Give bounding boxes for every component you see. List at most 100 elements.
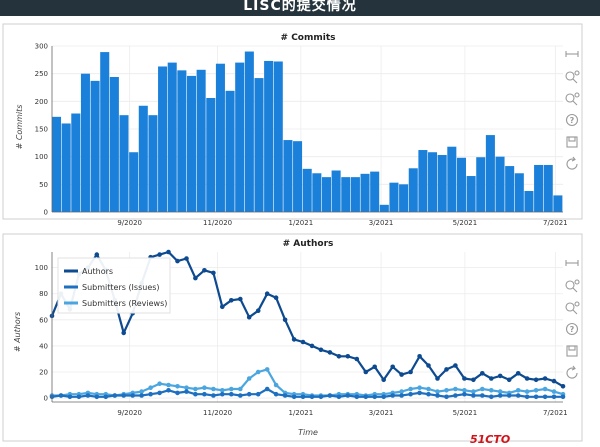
point-authors[interactable] [229, 298, 234, 303]
point-submitters-issues[interactable] [175, 390, 180, 396]
commit-bar[interactable] [225, 90, 235, 212]
commit-bar[interactable] [186, 75, 197, 212]
point-submitters-issues[interactable] [273, 391, 279, 397]
wheel-zoom-icon[interactable] [565, 70, 580, 84]
legend-label-reviews[interactable]: Submitters (Reviews) [82, 299, 167, 308]
pan-icon[interactable] [565, 260, 579, 266]
point-submitters-issues[interactable] [363, 394, 369, 400]
point-submitters-issues[interactable] [103, 394, 109, 400]
point-submitters-issues[interactable] [112, 393, 118, 398]
point-submitters-issues[interactable] [184, 389, 189, 394]
commit-bar[interactable] [312, 173, 322, 212]
commit-bar[interactable] [379, 204, 389, 212]
commit-bar[interactable] [148, 115, 158, 212]
point-authors[interactable] [220, 304, 225, 310]
point-submitters-issues[interactable] [336, 394, 342, 400]
commit-bar[interactable] [524, 190, 534, 212]
point-submitters-issues[interactable] [417, 390, 422, 396]
point-submitters-reviews[interactable] [426, 386, 431, 392]
point-submitters-issues[interactable] [480, 393, 485, 398]
point-submitters-reviews[interactable] [417, 385, 422, 391]
point-submitters-reviews[interactable] [489, 388, 494, 393]
point-submitters-issues[interactable] [542, 394, 548, 400]
point-submitters-reviews[interactable] [264, 367, 270, 372]
series-line-submitters-issues[interactable] [51, 387, 563, 398]
point-submitters-issues[interactable] [67, 394, 73, 400]
point-submitters-issues[interactable] [291, 394, 297, 400]
point-submitters-issues[interactable] [399, 393, 404, 398]
point-submitters-issues[interactable] [202, 391, 207, 397]
point-submitters-issues[interactable] [282, 393, 288, 398]
point-submitters-reviews[interactable] [229, 386, 234, 392]
commit-bar[interactable] [80, 73, 90, 212]
point-authors[interactable] [202, 268, 207, 273]
point-submitters-issues[interactable] [444, 394, 449, 400]
point-submitters-issues[interactable] [381, 394, 387, 400]
save-icon[interactable] [566, 136, 578, 148]
point-authors[interactable] [282, 317, 288, 323]
point-submitters-issues[interactable] [139, 393, 144, 398]
point-submitters-issues[interactable] [85, 393, 91, 398]
commit-bar[interactable] [370, 171, 380, 212]
point-authors[interactable] [381, 377, 387, 383]
point-submitters-issues[interactable] [551, 394, 557, 400]
commit-bar[interactable] [283, 140, 293, 212]
point-submitters-reviews[interactable] [444, 388, 449, 393]
point-submitters-issues[interactable] [148, 391, 153, 397]
box-zoom-icon[interactable] [565, 301, 580, 315]
point-authors[interactable] [300, 339, 306, 345]
point-submitters-issues[interactable] [390, 393, 396, 398]
point-authors[interactable] [157, 252, 162, 257]
point-submitters-issues[interactable] [246, 391, 252, 397]
commit-bar[interactable] [408, 168, 418, 212]
point-submitters-reviews[interactable] [480, 386, 485, 392]
point-submitters-issues[interactable] [515, 393, 521, 398]
point-submitters-issues[interactable] [489, 394, 494, 400]
commit-bar[interactable] [437, 155, 447, 212]
point-authors[interactable] [542, 376, 548, 381]
point-submitters-issues[interactable] [130, 393, 135, 398]
commit-bar[interactable] [302, 168, 312, 212]
commit-bar[interactable] [293, 141, 303, 212]
point-authors[interactable] [551, 378, 557, 384]
point-submitters-reviews[interactable] [166, 382, 171, 388]
point-submitters-issues[interactable] [462, 391, 467, 397]
point-submitters-issues[interactable] [121, 393, 126, 398]
help-icon[interactable]: ? [565, 322, 579, 336]
point-submitters-issues[interactable] [318, 394, 324, 400]
reset-icon[interactable] [566, 156, 578, 170]
point-submitters-issues[interactable] [435, 393, 440, 398]
point-authors[interactable] [166, 249, 171, 255]
point-submitters-reviews[interactable] [435, 389, 440, 394]
point-submitters-issues[interactable] [408, 391, 413, 397]
point-submitters-reviews[interactable] [471, 389, 476, 394]
commit-bar[interactable] [495, 156, 505, 212]
point-authors[interactable] [560, 384, 566, 389]
point-authors[interactable] [399, 372, 404, 377]
point-submitters-issues[interactable] [354, 394, 360, 400]
commit-bar[interactable] [119, 115, 129, 212]
reset-icon[interactable] [566, 365, 578, 379]
point-authors[interactable] [211, 270, 216, 276]
point-submitters-reviews[interactable] [408, 386, 413, 392]
commit-bar[interactable] [196, 69, 206, 212]
wheel-zoom-icon[interactable] [565, 279, 580, 293]
commit-bar[interactable] [456, 157, 466, 212]
commit-bar[interactable] [167, 62, 177, 212]
point-submitters-issues[interactable] [264, 386, 270, 392]
point-authors[interactable] [497, 373, 503, 379]
point-submitters-issues[interactable] [157, 390, 162, 396]
commit-bar[interactable] [428, 152, 438, 212]
point-submitters-reviews[interactable] [246, 376, 252, 381]
point-submitters-reviews[interactable] [273, 382, 279, 388]
point-authors[interactable] [273, 295, 279, 301]
point-submitters-reviews[interactable] [220, 388, 225, 393]
commit-bar[interactable] [129, 152, 139, 212]
point-submitters-reviews[interactable] [238, 386, 243, 392]
point-submitters-issues[interactable] [211, 393, 216, 398]
point-submitters-issues[interactable] [372, 394, 378, 400]
point-authors[interactable] [515, 371, 521, 376]
commit-bar[interactable] [264, 60, 274, 212]
commit-bar[interactable] [350, 177, 360, 212]
commit-bar[interactable] [273, 61, 283, 212]
